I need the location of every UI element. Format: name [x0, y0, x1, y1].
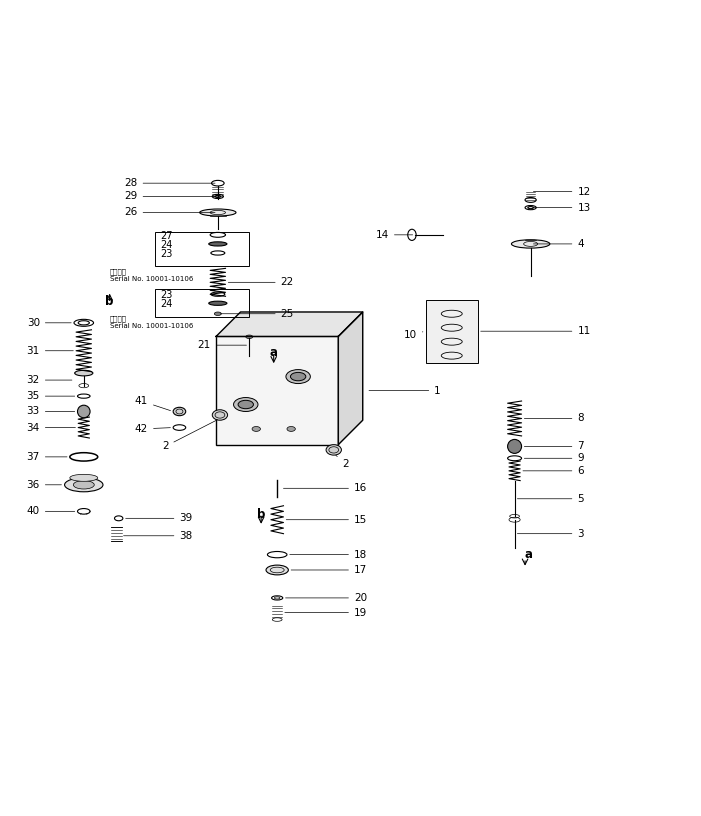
Text: 19: 19 — [285, 608, 367, 618]
Text: 6: 6 — [523, 466, 584, 476]
Ellipse shape — [266, 565, 288, 575]
Ellipse shape — [212, 410, 228, 420]
Text: 29: 29 — [124, 192, 215, 202]
Circle shape — [508, 440, 522, 454]
Ellipse shape — [512, 240, 550, 248]
Ellipse shape — [209, 301, 227, 305]
Text: 31: 31 — [27, 346, 74, 356]
Ellipse shape — [215, 312, 222, 316]
Ellipse shape — [238, 401, 254, 409]
Text: 39: 39 — [125, 513, 193, 523]
Ellipse shape — [209, 242, 227, 246]
Text: 9: 9 — [524, 453, 584, 463]
Text: 4: 4 — [533, 239, 584, 249]
Ellipse shape — [287, 427, 295, 432]
Text: 24: 24 — [161, 240, 173, 250]
Text: 15: 15 — [286, 515, 367, 525]
Text: 36: 36 — [27, 480, 62, 490]
Text: 41: 41 — [135, 396, 170, 410]
Text: 23: 23 — [161, 290, 173, 300]
Circle shape — [78, 406, 90, 418]
Text: 7: 7 — [524, 441, 584, 451]
Ellipse shape — [70, 474, 97, 481]
Ellipse shape — [75, 370, 93, 376]
Ellipse shape — [233, 397, 258, 411]
Ellipse shape — [252, 427, 261, 432]
Text: 24: 24 — [161, 299, 173, 309]
Text: 通用号码
Serial No. 10001-10106: 通用号码 Serial No. 10001-10106 — [109, 316, 193, 330]
Text: 23: 23 — [161, 249, 173, 259]
Polygon shape — [216, 312, 362, 336]
Ellipse shape — [74, 481, 94, 489]
Text: 33: 33 — [27, 406, 75, 416]
Text: 14: 14 — [376, 230, 413, 240]
Text: 16: 16 — [283, 483, 367, 494]
Ellipse shape — [326, 445, 341, 455]
Ellipse shape — [173, 407, 186, 415]
Text: 10: 10 — [404, 330, 423, 339]
Text: 8: 8 — [524, 414, 584, 424]
Text: 11: 11 — [481, 326, 591, 336]
Text: 21: 21 — [198, 340, 247, 350]
Polygon shape — [339, 312, 362, 445]
Text: 13: 13 — [533, 202, 591, 213]
Text: 27: 27 — [161, 231, 173, 241]
Text: 40: 40 — [27, 507, 75, 517]
Text: b: b — [257, 508, 265, 521]
Text: 通用号码
Serial No. 10001-10106: 通用号码 Serial No. 10001-10106 — [109, 268, 193, 282]
Text: 17: 17 — [291, 565, 367, 575]
Bar — [426, 299, 478, 362]
Ellipse shape — [290, 372, 306, 381]
Text: 34: 34 — [27, 423, 76, 432]
Bar — [155, 290, 250, 317]
Ellipse shape — [64, 478, 103, 492]
Text: 42: 42 — [135, 424, 170, 434]
Text: 3: 3 — [517, 529, 584, 539]
Text: 28: 28 — [124, 178, 215, 188]
Text: 25: 25 — [221, 308, 294, 319]
Text: 32: 32 — [27, 375, 72, 385]
Text: 2: 2 — [162, 419, 217, 451]
Text: 38: 38 — [123, 530, 193, 541]
Text: a: a — [524, 548, 533, 561]
Text: a: a — [270, 346, 278, 359]
Bar — [155, 232, 250, 266]
Text: 30: 30 — [27, 317, 72, 328]
Text: b: b — [105, 295, 114, 308]
Ellipse shape — [200, 209, 236, 216]
Text: 2: 2 — [336, 455, 348, 469]
Text: 37: 37 — [27, 452, 67, 462]
Text: 35: 35 — [27, 391, 75, 401]
Ellipse shape — [286, 370, 311, 384]
Text: 1: 1 — [369, 385, 441, 396]
Bar — [216, 336, 339, 445]
Text: 5: 5 — [517, 494, 584, 503]
Text: 20: 20 — [285, 593, 367, 603]
Text: 26: 26 — [124, 207, 215, 218]
Text: 22: 22 — [229, 277, 294, 287]
Text: 18: 18 — [290, 550, 367, 560]
Text: 12: 12 — [533, 187, 591, 197]
Ellipse shape — [246, 335, 253, 339]
